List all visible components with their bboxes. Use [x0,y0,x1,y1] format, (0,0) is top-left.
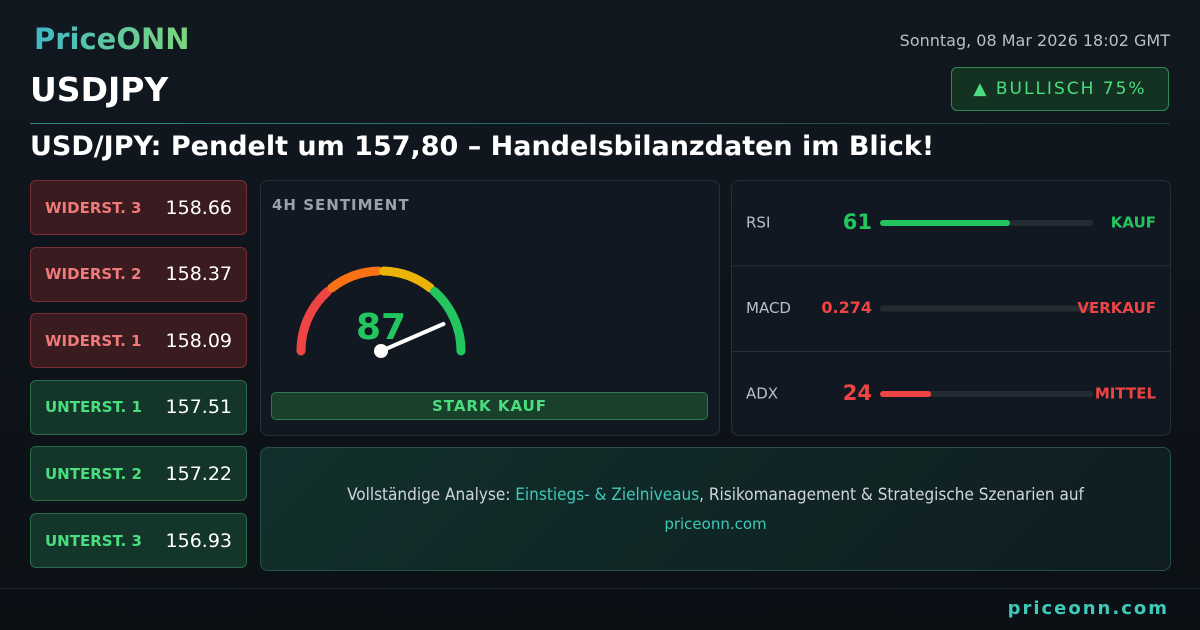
headline: USD/JPY: Pendelt um 157,80 – Handelsbila… [30,131,935,162]
cta-after: , Risikomanagement & Strategische Szenar… [699,485,1084,505]
gauge-value: 87 [356,307,406,348]
bar-fill [880,391,932,397]
level-label: WIDERST. 2 [45,265,142,284]
symbol: USDJPY [30,70,169,109]
gauge-arc [379,266,435,293]
level-label: WIDERST. 3 [45,198,142,217]
level-value: 158.09 [165,329,232,352]
sentiment-title: 4H SENTIMENT [272,196,410,214]
level-label: UNTERST. 1 [45,398,142,417]
indicators: RSI 61 KAUF MACD 0.274 VERKAUF ADX 24 MITTEL [732,210,1170,405]
level: WIDERST. 1 158.09 [30,313,247,369]
bar-track [880,391,1093,397]
gauge-needle [379,321,446,353]
indicator-name: MACD [746,299,791,317]
footer-divider [0,588,1200,589]
indicator-value: 0.274 [821,298,872,317]
indicator-signal: KAUF [1111,214,1156,232]
cta-highlight: Einstiegs- & Zielniveaus [515,485,700,505]
cta-text: Vollständige Analyse: Einstiegs- & Zieln… [261,485,1170,505]
cta-link[interactable]: priceonn.com [664,515,767,533]
verdict: STARK KAUF [271,392,708,420]
date: Sonntag, 08 Mar 2026 18:02 GMT [899,31,1170,50]
indicator-value: 61 [843,210,872,234]
indicator-name: RSI [746,214,770,232]
level: UNTERST. 1 157.51 [30,379,247,435]
logo: PriceONN [34,22,190,56]
divider [30,123,1170,124]
level: UNTERST. 3 156.93 [30,513,247,568]
level-value: 156.93 [165,529,232,552]
gauge: 87 [296,266,466,358]
gauge-arc [327,266,383,293]
footer-link[interactable]: priceonn.com [1007,598,1169,619]
bar-fill [880,220,1010,226]
level-value: 157.51 [165,396,232,419]
level: WIDERST. 3 158.66 [30,180,247,235]
level-value: 157.22 [165,462,232,485]
gauge-hub [374,344,388,358]
gauge-arc [296,287,332,356]
level-label: UNTERST. 3 [45,531,142,550]
level-label: WIDERST. 1 [45,331,142,350]
indicator-name: ADX [746,385,778,403]
sentiment-panel: 4H SENTIMENT 87 STARK KAUF [260,180,720,436]
level-value: 158.66 [165,196,232,219]
level-value: 158.37 [165,263,232,286]
cta-before: Vollständige Analyse: [347,485,511,505]
gauge-arc [430,287,466,356]
level-label: UNTERST. 2 [45,464,142,483]
cta-panel: Vollständige Analyse: Einstiegs- & Zieln… [260,447,1171,571]
sentiment-badge: ▲ BULLISCH 75% [951,67,1169,111]
indicators-panel: RSI 61 KAUF MACD 0.274 VERKAUF ADX 24 MITTEL [731,180,1171,436]
level: UNTERST. 2 157.22 [30,446,247,502]
indicator-value: 24 [843,381,872,405]
bar-track [880,305,1093,312]
indicator-signal: VERKAUF [1077,299,1156,317]
level: WIDERST. 2 158.37 [30,246,247,302]
indicator-signal: MITTEL [1095,385,1157,403]
